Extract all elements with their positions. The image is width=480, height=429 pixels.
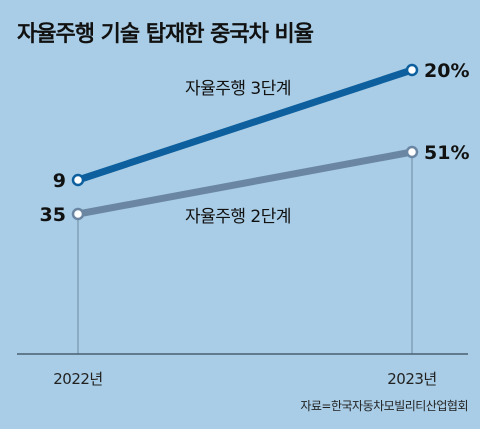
source-note: 자료=한국자동차모빌리티산업협회	[300, 399, 468, 413]
series-line	[74, 66, 416, 184]
x-tick-label: 2022년	[53, 370, 102, 388]
data-label: 9	[53, 170, 66, 192]
series-name-label: 자율주행 3단계	[185, 79, 291, 99]
data-point-marker	[71, 173, 85, 187]
data-label: 51%	[424, 142, 469, 164]
series-line	[74, 148, 416, 218]
series-name-label: 자율주행 2단계	[185, 207, 291, 227]
chart-title: 자율주행 기술 탑재한 중국차 비율	[17, 22, 314, 47]
data-point-marker	[71, 207, 85, 221]
data-label: 20%	[424, 60, 469, 82]
data-label: 35	[40, 204, 66, 226]
data-point-marker	[405, 145, 419, 159]
data-point-marker	[405, 63, 419, 77]
x-tick-label: 2023년	[387, 370, 436, 388]
